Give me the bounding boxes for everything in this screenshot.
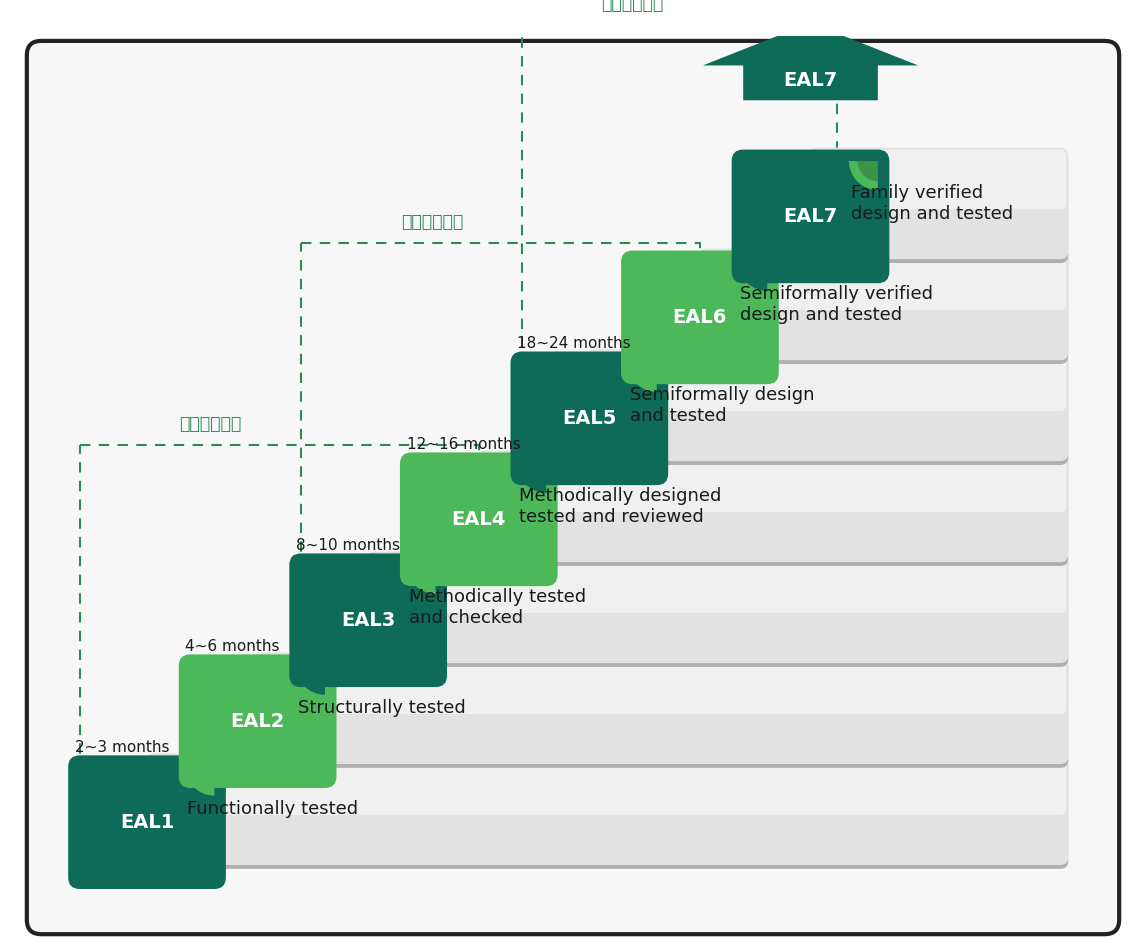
FancyBboxPatch shape	[809, 151, 1068, 263]
Wedge shape	[628, 363, 657, 392]
FancyBboxPatch shape	[590, 351, 1066, 411]
Wedge shape	[857, 162, 878, 181]
Text: Structurally tested: Structurally tested	[298, 700, 465, 717]
FancyBboxPatch shape	[179, 654, 337, 788]
Text: 8~10 months: 8~10 months	[296, 538, 400, 553]
Text: 2~3 months: 2~3 months	[74, 740, 170, 755]
FancyBboxPatch shape	[257, 653, 1068, 764]
Wedge shape	[738, 262, 767, 291]
Text: Semiformally verified
design and tested: Semiformally verified design and tested	[740, 285, 933, 324]
Text: 12~16 months: 12~16 months	[407, 438, 520, 453]
Text: 4~6 months: 4~6 months	[186, 639, 280, 654]
FancyBboxPatch shape	[146, 757, 1068, 869]
FancyBboxPatch shape	[478, 451, 1068, 562]
Bar	[301, 243, 700, 589]
FancyBboxPatch shape	[26, 41, 1120, 934]
Wedge shape	[415, 565, 435, 585]
FancyBboxPatch shape	[367, 551, 1068, 663]
FancyBboxPatch shape	[811, 149, 1066, 209]
Text: EAL7: EAL7	[784, 71, 838, 90]
Text: EAL2: EAL2	[230, 712, 285, 731]
Text: EAL7: EAL7	[784, 207, 838, 226]
Wedge shape	[636, 363, 657, 383]
FancyBboxPatch shape	[588, 353, 1068, 465]
Text: Methodically tested
and checked: Methodically tested and checked	[409, 588, 586, 626]
FancyBboxPatch shape	[480, 453, 1066, 512]
FancyBboxPatch shape	[478, 454, 1068, 566]
Text: Family verified
design and tested: Family verified design and tested	[850, 184, 1013, 223]
Wedge shape	[305, 666, 325, 686]
Text: 國家交互認可: 國家交互認可	[601, 0, 664, 13]
FancyBboxPatch shape	[257, 656, 1068, 768]
Wedge shape	[186, 767, 214, 795]
Text: 國際交互認可: 國際交互認可	[180, 415, 242, 433]
FancyBboxPatch shape	[289, 553, 447, 687]
Text: 18~24 months: 18~24 months	[517, 336, 630, 351]
FancyBboxPatch shape	[699, 253, 1068, 364]
FancyBboxPatch shape	[259, 654, 1066, 714]
Polygon shape	[702, 23, 918, 100]
Text: 歐盟交互認可: 歐盟交互認可	[401, 213, 463, 231]
FancyBboxPatch shape	[621, 251, 779, 384]
Wedge shape	[849, 162, 878, 190]
FancyBboxPatch shape	[809, 147, 1068, 259]
FancyBboxPatch shape	[731, 149, 889, 284]
FancyBboxPatch shape	[699, 249, 1068, 361]
FancyBboxPatch shape	[148, 755, 1066, 815]
FancyBboxPatch shape	[68, 755, 226, 889]
Text: Methodically designed
tested and reviewed: Methodically designed tested and reviewe…	[519, 487, 722, 526]
Text: EAL4: EAL4	[452, 510, 505, 529]
Bar	[80, 445, 479, 791]
FancyBboxPatch shape	[146, 753, 1068, 865]
FancyBboxPatch shape	[588, 349, 1068, 461]
Text: EAL3: EAL3	[342, 610, 395, 630]
Wedge shape	[526, 464, 547, 485]
FancyBboxPatch shape	[400, 453, 558, 586]
Text: EAL5: EAL5	[563, 408, 617, 428]
Wedge shape	[407, 565, 435, 593]
Text: Functionally tested: Functionally tested	[188, 800, 359, 818]
Wedge shape	[194, 767, 214, 787]
Text: EAL1: EAL1	[120, 812, 174, 832]
Wedge shape	[747, 262, 767, 283]
Wedge shape	[517, 464, 547, 493]
Text: EAL6: EAL6	[673, 308, 727, 327]
FancyBboxPatch shape	[367, 555, 1068, 667]
FancyBboxPatch shape	[369, 553, 1066, 613]
Bar	[523, 25, 838, 387]
Wedge shape	[296, 666, 325, 695]
FancyBboxPatch shape	[701, 251, 1066, 310]
Text: Semiformally design
and tested: Semiformally design and tested	[630, 386, 814, 424]
FancyBboxPatch shape	[510, 351, 668, 485]
